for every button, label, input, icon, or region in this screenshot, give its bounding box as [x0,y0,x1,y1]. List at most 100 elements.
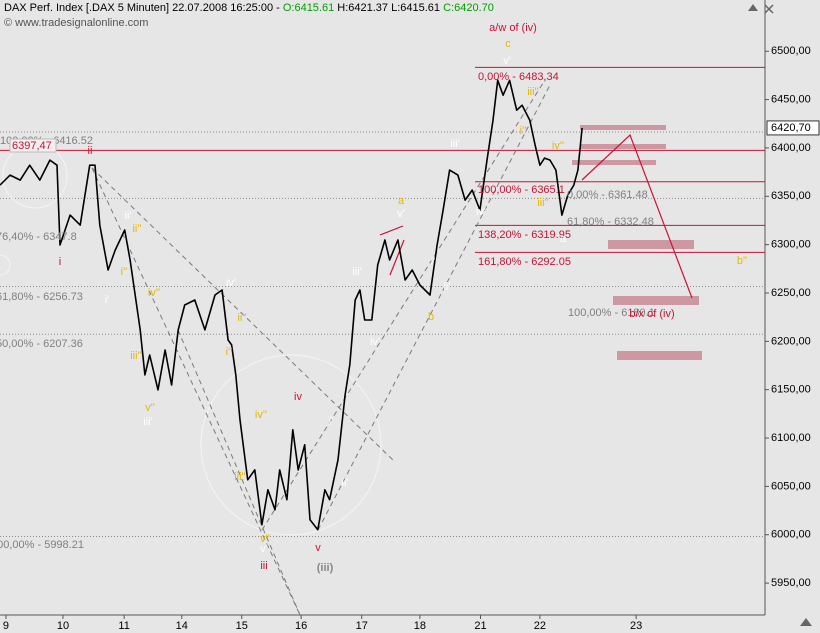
y-tick-label: 6150,00 [771,384,811,396]
annotation: (iii) [317,562,334,574]
annotation: i'' [520,125,527,137]
annotation: iii'' [130,350,142,362]
trend-line [261,79,546,531]
annotation: iii'' [234,471,246,483]
series [0,79,583,531]
label-box [9,138,57,153]
annotation: 161,80% - 6292.05 [478,256,571,268]
x-tick-label: 10 [57,620,69,632]
annotation: 0,00% - 6483,34 [478,71,559,83]
annotation: i'' [121,266,128,278]
annotation: iv' [370,336,380,348]
annotation: a/w of (iv) [489,22,537,34]
annotation: iii' [450,138,459,150]
red-line [389,239,405,276]
x-tick-label: 21 [474,620,486,632]
annotation: 61,80% - 6256.73 [0,291,83,303]
annotation: i' [105,294,110,306]
annotation: ii'' [237,312,246,324]
annotations: a/w of (iv) c v' 0,00% - 6483,34 100,00% - 6… [0,22,747,574]
target-zone [608,240,694,249]
annotation: iv'' [255,409,267,421]
header-open: O:6415.61 [283,2,334,14]
annotation: 0,00% - 6361.48 [567,189,648,201]
annotation: iv'' [148,287,160,299]
x-tick-label: 14 [176,620,188,632]
circle [200,354,382,536]
y-tick-label: 6050,00 [771,480,811,492]
annotation: 6397,47 [12,140,52,152]
annotation: 100,00% - 6180.1 [568,307,655,319]
y-tick-label: 6450,00 [771,94,811,106]
annotation: iv [294,391,302,403]
projection-line [581,133,693,299]
annotation: iii' [143,416,152,428]
annotation: 50,00% - 6207.36 [0,338,83,350]
red-line [379,225,404,236]
last-price-label: 6420,70 [771,122,811,134]
circle [0,254,11,276]
annotation: a [560,233,567,245]
y-tick-label: 6300,00 [771,239,811,251]
target-zone [580,144,666,149]
scroll-icon[interactable] [748,4,758,11]
annotation: v' [397,208,405,220]
annotation: b/x of (iv) [629,308,674,320]
annotation: v'' [145,402,155,414]
close-icon[interactable] [764,4,774,14]
annotation: 76,40% - 6347.8 [0,231,77,243]
annotation: a [398,195,405,207]
x-tick-label: 16 [295,620,307,632]
annotation: i' [431,256,436,268]
annotation: i [59,256,61,268]
annotation: iv'' [552,140,564,152]
annotation: b [428,311,434,323]
annotation: iv' [226,277,236,289]
annotation: 100,00% - 6365.1 [478,184,565,196]
header-close: C:6420.70 [443,2,494,14]
annotation: i'' [226,346,233,358]
header-high-low: H:6421.37 L:6415.61 [334,2,443,14]
watermark: © www.tradesignalonline.com [4,17,148,29]
annotation: v [315,542,321,554]
annotation: iii' [352,266,361,278]
axes: 5950,00 6000,00 6050,00 6100,00 6150,00 6200,… [3,45,820,632]
x-tick-label: 9 [3,620,9,632]
levels [0,66,765,537]
annotation: 138,20% - 6319.95 [478,229,571,241]
annotation: ii' [342,477,349,489]
trend-line [317,84,551,531]
x-tick-label: 11 [118,620,129,632]
x-tick-label: 23 [630,620,642,632]
y-tick-label: 6100,00 [771,432,811,444]
annotation: c [505,38,511,50]
annotation: iii'' [527,86,539,98]
y-tick-label: 6400,00 [771,142,811,154]
annotation: iii [260,560,267,572]
x-tick-label: 17 [356,620,368,632]
annotation: iv' [476,206,486,218]
x-tick-label: 15 [236,620,248,632]
header: DAX Perf. Index [.DAX 5 Minuten] 22.07.2… [4,2,494,14]
annotation: 61,80% - 6332.48 [567,216,654,228]
annotation: v' [260,543,268,555]
y-tick-label: 6500,00 [771,45,811,57]
corner-icon[interactable] [800,618,812,626]
annotation: iii'' [537,197,549,209]
y-tick-label: 6250,00 [771,287,811,299]
y-tick-label: 6350,00 [771,190,811,202]
y-tick-label: 6000,00 [771,529,811,541]
plot-area: a/w of (iv) c v' 0,00% - 6483,34 100,00% - 6… [0,22,765,615]
x-tick-label: 22 [534,620,546,632]
target-zone [580,125,666,130]
trend-line [177,329,301,615]
target-zone [617,351,702,360]
target-zone [572,160,656,165]
y-tick-label: 5950,00 [771,577,811,589]
annotation: ii'' [132,223,141,235]
x-tick-label: 18 [414,620,426,632]
annotation: ii' [444,281,451,293]
